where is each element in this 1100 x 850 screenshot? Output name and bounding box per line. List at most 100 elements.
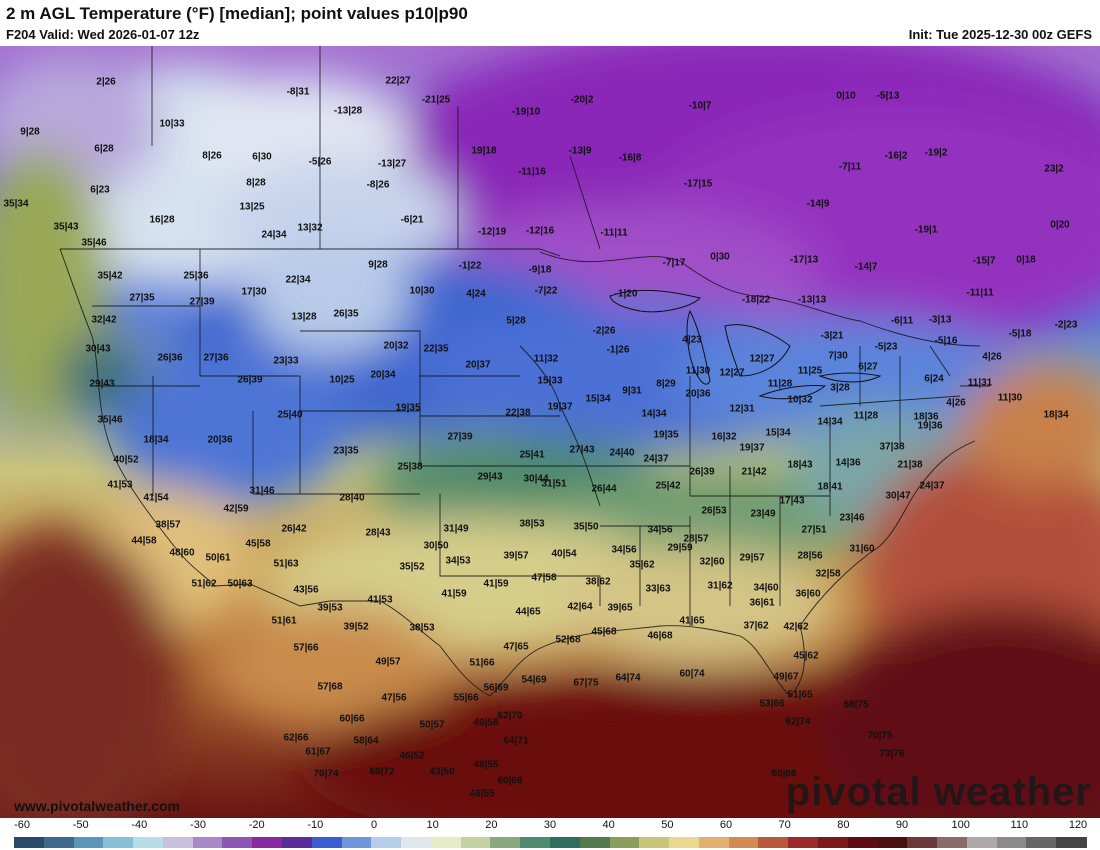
point-value-label: 25|41 [519, 449, 545, 461]
point-value-label: 26|44 [591, 483, 617, 495]
colorbar-segment [103, 837, 134, 848]
point-value-label: 0|30 [710, 251, 730, 263]
point-value-label: 11|25 [797, 365, 823, 377]
colorbar-segment [1056, 837, 1087, 848]
point-value-label: 18|34 [143, 434, 169, 446]
colorbar-segment [133, 837, 164, 848]
legend-tick-label: -20 [248, 819, 265, 831]
point-value-label: 26|53 [701, 505, 727, 517]
point-value-label: 28|56 [797, 550, 823, 562]
point-value-label: -1|22 [458, 260, 482, 272]
temperature-map: 2|26 -8|31 22|27 -21|25 -20|2 -10|7 0|10 -5|13 9… [0, 46, 1100, 818]
colorbar-segment [579, 837, 611, 848]
point-value-label: -13|13 [797, 294, 827, 306]
point-value-label: 18|43 [787, 459, 813, 471]
point-value-label: 62|70 [497, 710, 523, 722]
colorbar-segment [460, 837, 492, 848]
colorbar-segment [43, 837, 75, 848]
point-value-label: 18|41 [817, 481, 843, 493]
point-value-label: 29|59 [667, 542, 693, 554]
point-value-label: 23|49 [750, 508, 776, 520]
point-value-label: 58|64 [353, 735, 379, 747]
point-value-label: -13|28 [333, 105, 363, 117]
point-value-label: 46|68 [647, 630, 673, 642]
point-value-label: 11|30 [685, 365, 711, 377]
point-value-label: 20|36 [685, 388, 711, 400]
point-value-label: 29|43 [89, 378, 115, 390]
legend-tick-label: -30 [190, 819, 206, 831]
point-value-label: 23|35 [333, 445, 359, 457]
point-value-label: -7|11 [838, 161, 862, 173]
point-value-label: -21|25 [421, 94, 451, 106]
point-value-label: 38|53 [409, 622, 435, 634]
great-lakes [609, 289, 882, 400]
point-value-label: 39|65 [607, 602, 633, 614]
legend-tick-label: 120 [1068, 819, 1088, 831]
point-value-label: 31|62 [707, 580, 733, 592]
point-value-label: 45|62 [793, 650, 819, 662]
point-value-label: 51|63 [273, 558, 299, 570]
point-value-label: 18|34 [1043, 409, 1069, 421]
point-value-label: 32|42 [91, 314, 117, 326]
point-value-label: 45|68 [591, 626, 617, 638]
point-value-label: 70|74 [313, 768, 339, 780]
colorbar-segment [222, 837, 253, 848]
point-value-label: 44|65 [515, 606, 541, 618]
point-value-label: -20|2 [570, 94, 594, 106]
map-header: 2 m AGL Temperature (°F) [median]; point… [0, 0, 1100, 46]
point-value-label: 15|33 [537, 375, 563, 387]
colorbar-segment [252, 837, 283, 848]
point-value-label: 51|65 [787, 689, 813, 701]
site-url[interactable]: www.pivotalweather.com [14, 798, 180, 814]
point-value-label: 13|25 [239, 201, 265, 213]
point-value-label: 30|47 [885, 490, 911, 502]
point-value-label: 14|34 [641, 408, 667, 420]
point-value-label: 43|50 [429, 766, 455, 778]
point-value-label: 20|36 [207, 434, 233, 446]
point-value-label: 30|43 [85, 343, 111, 355]
point-value-label: 41|59 [483, 578, 509, 590]
point-value-label: 38|57 [155, 519, 181, 531]
point-value-label: 35|43 [53, 221, 79, 233]
legend-colorbar [14, 837, 1087, 848]
point-value-label: 34|56 [647, 524, 673, 536]
point-value-label: 35|46 [97, 414, 123, 426]
temperature-field [0, 46, 1100, 818]
point-value-label: 41|53 [367, 594, 393, 606]
point-value-label: 9|28 [20, 126, 40, 138]
point-value-label: 36|60 [795, 588, 821, 600]
point-value-label: 57|66 [293, 642, 319, 654]
point-value-label: -17|13 [789, 254, 819, 266]
point-value-label: 4|26 [946, 397, 966, 409]
init-time: Init: Tue 2025-12-30 00z GEFS [908, 27, 1092, 42]
colorbar-segment [192, 837, 224, 848]
point-value-label: 0|18 [1016, 254, 1036, 266]
point-value-label: 19|35 [653, 429, 679, 441]
point-value-label: 34|60 [753, 582, 779, 594]
point-value-label: 31|60 [849, 543, 875, 555]
legend-tick-label: -40 [131, 819, 148, 831]
point-value-label: 6|23 [90, 184, 110, 196]
point-value-label: 3|28 [830, 382, 850, 394]
point-value-label: 14|34 [817, 416, 843, 428]
point-value-label: 54|69 [521, 674, 547, 686]
point-value-label: 4|23 [682, 334, 702, 346]
point-value-label: 23|33 [273, 355, 299, 367]
point-value-label: 6|28 [94, 143, 114, 155]
colorbar-segment [550, 837, 581, 848]
point-value-label: 12|27 [719, 367, 745, 379]
legend-tick-label: 10 [426, 819, 439, 831]
point-value-label: -2|23 [1054, 319, 1078, 331]
point-value-label: 22|38 [505, 407, 531, 419]
point-value-label: -5|16 [934, 335, 958, 347]
point-value-label: 19|18 [471, 145, 497, 157]
watermark-logo: pivotal weather [785, 770, 1092, 814]
point-value-label: 24|34 [261, 229, 287, 241]
point-value-label: -8|26 [366, 179, 390, 191]
point-value-label: 26|36 [157, 352, 183, 364]
point-value-label: -14|7 [854, 261, 878, 273]
point-value-label: 17|30 [241, 286, 267, 298]
point-value-label: 6|30 [252, 151, 272, 163]
point-value-label: 50|63 [227, 578, 253, 590]
point-value-label: 68|75 [843, 699, 869, 711]
